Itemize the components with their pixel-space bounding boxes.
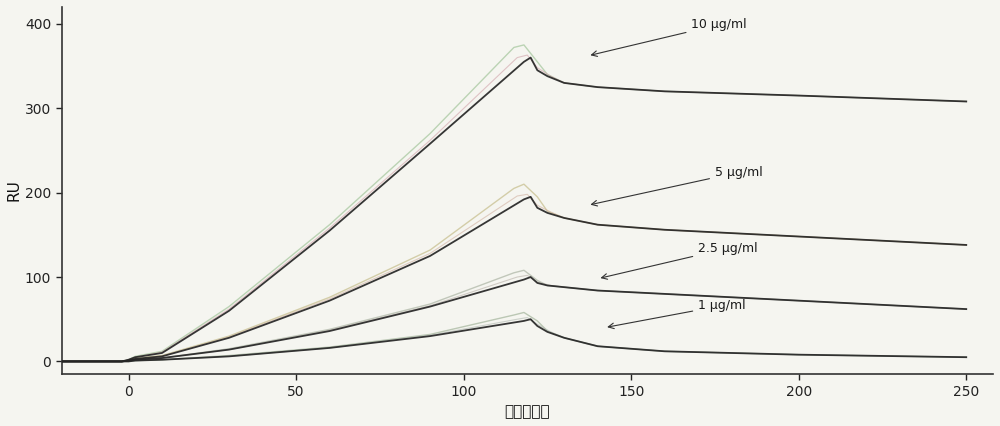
Text: 5 μg/ml: 5 μg/ml: [592, 166, 763, 206]
Text: 2.5 μg/ml: 2.5 μg/ml: [602, 242, 758, 279]
Text: 1 μg/ml: 1 μg/ml: [608, 299, 746, 328]
X-axis label: 时间（秒）: 时间（秒）: [504, 404, 550, 419]
Text: 10 μg/ml: 10 μg/ml: [592, 18, 747, 56]
Y-axis label: RU: RU: [7, 180, 22, 201]
